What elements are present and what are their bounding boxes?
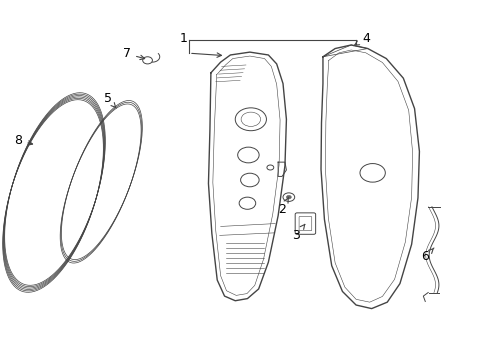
Text: 1: 1 [180, 32, 188, 45]
Text: 6: 6 [421, 248, 434, 263]
Text: 3: 3 [292, 224, 305, 242]
Text: 5: 5 [103, 92, 116, 108]
Text: 8: 8 [14, 134, 32, 147]
Text: 4: 4 [362, 32, 370, 45]
Text: 2: 2 [278, 198, 289, 216]
Circle shape [287, 195, 291, 199]
Text: 7: 7 [123, 48, 145, 60]
